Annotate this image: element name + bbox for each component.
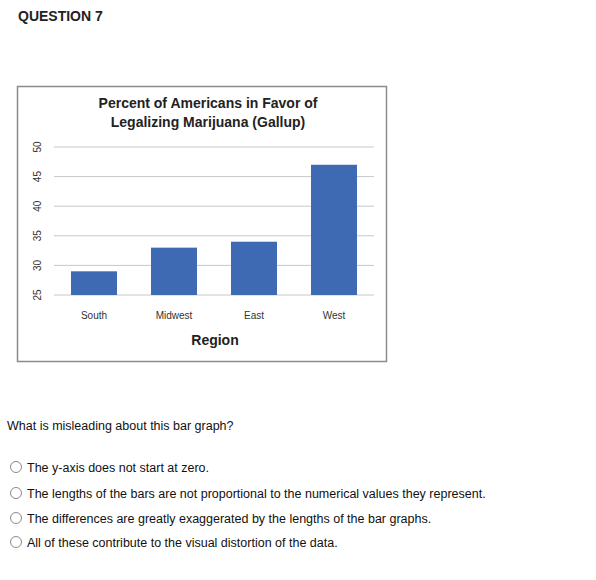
x-tick-label: Midwest	[156, 310, 193, 321]
question-text: What is misleading about this bar graph?	[7, 419, 234, 433]
y-tick-label: 50	[32, 141, 43, 153]
y-tick-label: 40	[32, 200, 43, 212]
x-axis-label: Region	[191, 332, 238, 348]
page: QUESTION 7 25 30 35 40 45 50 South Midwest East We…	[0, 0, 596, 580]
option-text[interactable]: All of these contribute to the visual di…	[27, 536, 338, 550]
bar	[151, 248, 197, 295]
bar	[231, 242, 277, 295]
option-text[interactable]: The lengths of the bars are not proporti…	[27, 487, 486, 501]
radio-button[interactable]	[11, 513, 22, 524]
bars	[71, 165, 357, 295]
bar	[71, 271, 117, 295]
chart-title: Percent of Americans in Favor of Legaliz…	[83, 94, 333, 132]
y-tick-label: 25	[32, 289, 43, 301]
chart-frame	[18, 87, 387, 362]
bar	[311, 165, 357, 295]
header: QUESTION 7	[18, 8, 103, 24]
option-text[interactable]: The differences are greatly exaggerated …	[27, 512, 431, 526]
y-axis: 25 30 35 40 45 50	[32, 141, 374, 301]
x-tick-label: West	[323, 310, 346, 321]
grid-line	[54, 147, 374, 148]
y-tick-label: 30	[32, 259, 43, 271]
y-tick-label: 35	[32, 230, 43, 242]
radio-button[interactable]	[11, 462, 22, 473]
radio-button[interactable]	[11, 537, 22, 548]
y-tick-label: 45	[32, 171, 43, 183]
radio-button[interactable]	[11, 488, 22, 499]
x-tick-label: South	[81, 310, 107, 321]
option-text[interactable]: The y-axis does not start at zero.	[27, 461, 209, 475]
x-tick-label: East	[244, 310, 264, 321]
